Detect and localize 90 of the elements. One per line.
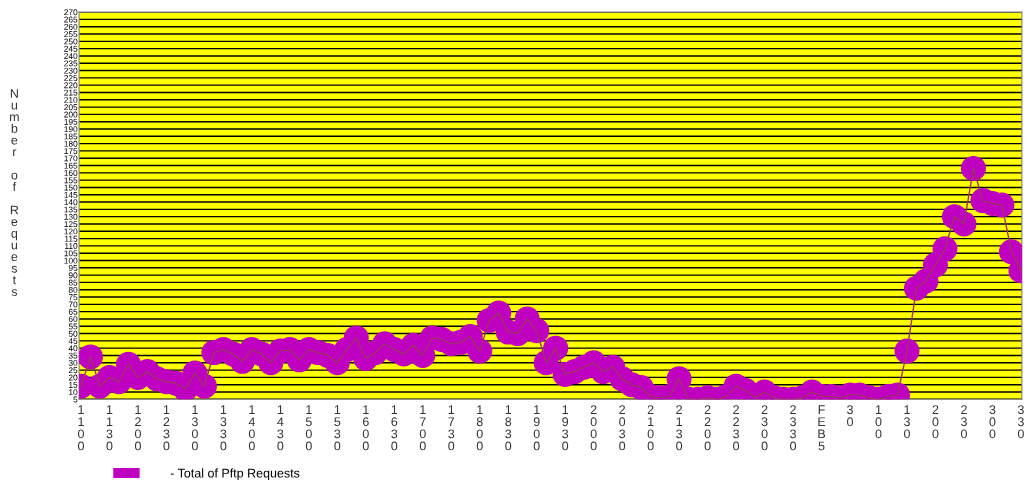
x-tick-label: 1530 bbox=[334, 405, 341, 451]
x-tick-label: 1330 bbox=[220, 405, 227, 451]
y-tick-label: 270 bbox=[64, 9, 78, 16]
text: Number of Requests bbox=[10, 89, 19, 296]
y-tick-label: 215 bbox=[64, 89, 78, 96]
y-tick-label: 230 bbox=[64, 67, 78, 74]
y-tick-label: 90 bbox=[68, 272, 78, 279]
y-tick-label: 55 bbox=[68, 323, 78, 330]
y-tick-label: 120 bbox=[64, 228, 78, 235]
y-tick-label: 150 bbox=[64, 184, 78, 191]
y-tick-label: 25 bbox=[68, 367, 78, 374]
x-tick-label: 2100 bbox=[647, 405, 654, 451]
x-tick-label: 130 bbox=[903, 405, 910, 439]
x-tick-label: 30 bbox=[847, 405, 854, 427]
y-tick-label: 85 bbox=[68, 279, 78, 286]
y-tick-label: 15 bbox=[69, 381, 78, 388]
y-tick-label: 240 bbox=[64, 53, 78, 60]
y-tick-label: 245 bbox=[64, 45, 78, 52]
y-tick-label: 95 bbox=[68, 265, 78, 271]
y-tick-label: 205 bbox=[64, 104, 78, 111]
y-tick-label: 165 bbox=[64, 162, 78, 169]
y-tick-label: 50 bbox=[68, 330, 78, 337]
x-tick-label: 1430 bbox=[277, 405, 284, 451]
y-tick-label: 5 bbox=[73, 396, 78, 403]
x-tick-label: 1630 bbox=[391, 405, 398, 451]
x-tick-label: 2000 bbox=[590, 405, 597, 451]
x-tick-label: 1130 bbox=[106, 405, 113, 451]
y-tick-label: 160 bbox=[64, 170, 78, 176]
y-tick-label: 70 bbox=[68, 301, 78, 308]
x-tick-label: 2300 bbox=[761, 405, 768, 451]
x-tick-label: 1900 bbox=[533, 405, 540, 451]
y-tick-label: 45 bbox=[68, 338, 78, 344]
y-tick-label: 235 bbox=[64, 60, 78, 67]
x-tick-label: 1100 bbox=[77, 405, 84, 451]
x-tick-label: 1800 bbox=[476, 405, 483, 451]
y-tick-label: 75 bbox=[68, 294, 78, 301]
x-tick-label: 1600 bbox=[362, 405, 369, 451]
x-tick-label: 230 bbox=[960, 405, 967, 439]
y-tick-label: 115 bbox=[65, 235, 78, 242]
y-tick-label: 155 bbox=[64, 177, 78, 184]
y-tick-label: 30 bbox=[68, 359, 78, 366]
y-tick-label: 210 bbox=[64, 96, 78, 103]
y-tick-label: 180 bbox=[64, 140, 78, 147]
x-tick-label: 1300 bbox=[191, 405, 198, 451]
x-tick-label: 1930 bbox=[562, 405, 569, 451]
x-tick-label: 2330 bbox=[790, 405, 797, 451]
x-tick-label: 1400 bbox=[248, 405, 255, 451]
y-tick-label: 60 bbox=[68, 316, 78, 323]
y-tick-label: 260 bbox=[64, 23, 78, 30]
y-tick-label: 130 bbox=[64, 213, 78, 220]
y-tick-label: 65 bbox=[68, 308, 78, 315]
y-tick-label: 40 bbox=[68, 345, 78, 352]
x-tick-label: 1500 bbox=[305, 405, 312, 451]
y-tick-label: 190 bbox=[64, 126, 78, 133]
y-tick-label: 110 bbox=[65, 243, 78, 249]
y-tick-label: 225 bbox=[64, 75, 78, 81]
y-tick-label: 255 bbox=[64, 31, 78, 38]
x-tick-label: 1230 bbox=[163, 405, 170, 451]
y-tick-label: 170 bbox=[64, 155, 78, 162]
y-tick-label: 105 bbox=[64, 250, 78, 257]
x-tick-label: 200 bbox=[932, 405, 939, 439]
x-tick-label: 1830 bbox=[505, 405, 512, 451]
x-tick-label: FEB5 bbox=[818, 405, 826, 451]
y-tick-label: 250 bbox=[64, 38, 78, 45]
x-tick-label: 1700 bbox=[419, 405, 426, 451]
y-tick-label: 125 bbox=[64, 221, 78, 228]
x-tick-label: 2130 bbox=[676, 405, 683, 451]
x-tick-label: 100 bbox=[875, 405, 882, 439]
x-tick-label: 1730 bbox=[448, 405, 455, 451]
x-tick-label: 2200 bbox=[704, 405, 711, 451]
x-tick-label: 2030 bbox=[619, 405, 626, 451]
y-tick-label: 35 bbox=[68, 352, 78, 359]
y-tick-label: 195 bbox=[64, 118, 78, 125]
x-tick-label: 1200 bbox=[134, 405, 141, 451]
x-tick-label: 330 bbox=[1017, 405, 1024, 439]
x-tick-label: 2230 bbox=[733, 405, 740, 451]
y-tick-label: 175 bbox=[64, 148, 78, 155]
y-tick-label: 185 bbox=[64, 133, 78, 140]
y-tick-label: 135 bbox=[64, 206, 78, 213]
text: - Total of Pftp Requests bbox=[170, 468, 300, 481]
y-tick-label: 265 bbox=[64, 16, 78, 23]
y-tick-label: 140 bbox=[64, 199, 78, 206]
y-tick-label: 145 bbox=[64, 192, 78, 198]
y-tick-label: 10 bbox=[69, 389, 78, 396]
x-tick-label: 300 bbox=[989, 405, 996, 439]
y-tick-label: 20 bbox=[68, 374, 78, 381]
y-tick-label: 220 bbox=[64, 82, 78, 89]
y-tick-label: 100 bbox=[64, 257, 78, 264]
y-tick-label: 80 bbox=[68, 286, 78, 293]
y-tick-label: 200 bbox=[64, 111, 78, 118]
